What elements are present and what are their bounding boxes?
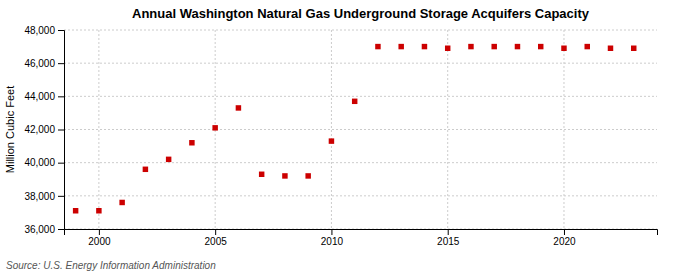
point [96, 208, 101, 213]
point [468, 44, 473, 49]
y-axis-title: Million Cubic Feet [4, 86, 16, 173]
x-tick-mark [215, 229, 216, 235]
point [422, 44, 427, 49]
point [73, 208, 78, 213]
point [352, 99, 357, 104]
point [375, 44, 380, 49]
point [329, 138, 334, 143]
x-tick-label: 2020 [553, 236, 576, 247]
y-tick-mark [58, 130, 64, 131]
y-tick-mark [58, 30, 64, 31]
title: Annual Washington Natural Gas Undergroun… [132, 6, 590, 21]
source-note: Source: U.S. Energy Information Administ… [6, 260, 216, 271]
x-axis: 2000 2005 2010 2015 2020 [65, 229, 658, 247]
x-grid-line [331, 30, 332, 229]
point [305, 173, 310, 178]
point [166, 157, 171, 162]
point [631, 46, 636, 51]
y-tick-mark [58, 96, 64, 97]
y-grid-line [64, 162, 657, 163]
point [143, 167, 148, 172]
points [73, 44, 637, 214]
x-tick: 2010 [321, 229, 344, 247]
point [282, 173, 287, 178]
y-grid-line [64, 30, 657, 31]
y-tick-label: 42,000 [24, 124, 55, 135]
point [584, 44, 589, 49]
y-tick: 38,000 [24, 191, 64, 202]
x-tick: 2005 [205, 229, 228, 247]
y-grid-line [64, 195, 657, 196]
y-tick: 40,000 [24, 157, 64, 168]
y-tick: 42,000 [24, 124, 64, 135]
y-tick-mark [58, 163, 64, 164]
point [398, 44, 403, 49]
x-tick-label: 2005 [205, 236, 228, 247]
x-tick-label: 2015 [437, 236, 460, 247]
y-tick-mark [58, 63, 64, 64]
x-tick-mark [448, 229, 449, 235]
x-tick-label: 2000 [88, 236, 111, 247]
y-tick-mark [58, 229, 64, 230]
x-tick: 2000 [88, 229, 111, 247]
point [119, 200, 124, 205]
point [259, 172, 264, 177]
y-tick-label: 40,000 [24, 157, 55, 168]
point [491, 44, 496, 49]
x-tick-mark [99, 229, 100, 235]
x-grid-line [447, 30, 448, 229]
plot: 2000 2005 2010 2015 2020 36,000 38,000 40,000 42… [24, 25, 657, 247]
x-tick-mark [564, 229, 565, 235]
y-tick: 44,000 [24, 91, 64, 102]
point [538, 44, 543, 49]
y-tick-label: 38,000 [24, 191, 55, 202]
y-grid-line [64, 129, 657, 130]
y-tick: 48,000 [24, 25, 64, 36]
x-tick: 2020 [553, 229, 576, 247]
point [445, 46, 450, 51]
x-tick-label: 2010 [321, 236, 344, 247]
point [561, 46, 566, 51]
y-axis-line [58, 31, 65, 230]
y-tick-label: 36,000 [24, 224, 55, 235]
point [212, 125, 217, 130]
chart: 2000 2005 2010 2015 2020 36,000 38,000 40,000 42… [0, 0, 675, 275]
y-tick: 36,000 [24, 224, 64, 235]
y-tick-label: 44,000 [24, 91, 55, 102]
point [236, 105, 241, 110]
point [608, 46, 613, 51]
x-tick-mark [331, 229, 332, 235]
x-axis-line [65, 230, 658, 236]
y-tick-mark [58, 196, 64, 197]
point [515, 44, 520, 49]
y-tick: 46,000 [24, 58, 64, 69]
x-tick: 2015 [437, 229, 460, 247]
point [189, 140, 194, 145]
x-grid-line [563, 30, 564, 229]
y-axis: 36,000 38,000 40,000 42,000 44,000 46,000 48,0… [24, 25, 64, 235]
y-tick-label: 48,000 [24, 25, 55, 36]
x-grid-line [98, 30, 99, 229]
y-tick-label: 46,000 [24, 58, 55, 69]
y-grid-line [64, 96, 657, 97]
y-grid-line [64, 63, 657, 64]
grid [64, 30, 657, 229]
